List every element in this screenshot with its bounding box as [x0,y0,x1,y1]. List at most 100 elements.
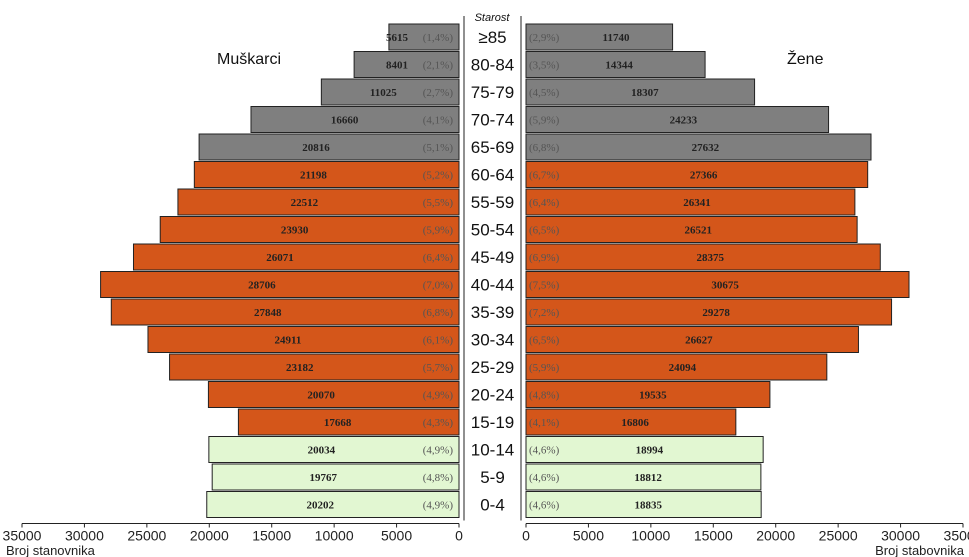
age-group-label: 35-39 [471,303,514,322]
right-tick-label: 15000 [694,528,733,544]
age-group-label: 75-79 [471,83,514,102]
female-bar [525,216,858,243]
female-bar [525,78,756,106]
male-bar [237,408,460,436]
axes-layer: 35000 35000 30000 30000 25000 25000 20000 20000… [3,16,969,544]
male-percent-label: (5,7%) [423,362,454,374]
female-bar [525,106,830,133]
male-value-label: 21198 [300,170,327,182]
age-group-label: 30-34 [471,331,514,350]
right-tick-label: 30000 [881,528,920,544]
age-group-label: 20-24 [471,386,514,405]
male-value-label: 20034 [308,445,336,457]
male-bar [198,133,460,161]
male-bar [206,491,460,518]
male-bar [193,161,460,188]
male-percent-label: (2,7%) [423,87,454,99]
age-labels-layer: ≥85 80-84 75-79 70-74 65-69 60-64 55-59 50-54 45… [471,28,514,515]
age-group-label: 10-14 [471,441,514,460]
male-bar [207,381,460,408]
female-value-label: 18307 [631,87,659,99]
male-label: Muškarci [217,51,281,68]
left-tick-label: 35000 [3,528,42,544]
female-value-label: 30675 [711,280,739,292]
female-value-label: 18835 [635,500,663,512]
female-value-label: 27632 [692,142,720,154]
male-bar [147,326,460,353]
female-percent-label: (4,8%) [529,390,560,402]
right-tick-label: 25000 [819,528,858,544]
left-tick-label: 15000 [252,528,291,544]
male-bar [250,106,460,133]
age-group-label: 55-59 [471,193,514,212]
male-percent-label: (5,9%) [423,225,454,237]
male-bar [211,463,460,491]
age-axis-title: Starost [475,12,511,24]
male-value-label: 5615 [386,32,409,44]
age-group-label: 50-54 [471,221,514,240]
age-group-label: 70-74 [471,111,514,130]
age-group-label: 15-19 [471,413,514,432]
right-tick-label: 20000 [756,528,795,544]
male-percent-label: (4,9%) [423,445,454,457]
male-value-label: 23182 [286,362,314,374]
female-value-label: 26341 [683,197,711,209]
left-tick-label: 30000 [65,528,104,544]
left-axis-label: Broj stanovnika [6,543,96,557]
male-value-label: 20816 [302,142,330,154]
female-percent-label: (4,6%) [529,445,560,457]
male-value-label: 22512 [291,197,319,209]
female-bar [525,326,859,353]
male-bar [353,51,460,78]
female-percent-label: (6,7%) [529,170,560,182]
male-value-label: 28706 [248,280,276,292]
male-percent-label: (5,5%) [423,197,454,209]
female-percent-label: (6,5%) [529,225,560,237]
male-value-label: 26071 [266,252,294,264]
female-bar [525,408,737,436]
male-percent-label: (6,1%) [423,335,454,347]
male-value-label: 17668 [324,417,352,429]
age-group-label: 5-9 [480,468,505,487]
male-percent-label: (7,0%) [423,280,454,292]
female-value-label: 11740 [603,32,630,44]
male-percent-label: (4,1%) [423,115,454,127]
age-group-label: 45-49 [471,248,514,267]
age-group-label: 40-44 [471,276,514,295]
female-bar [525,271,910,298]
female-percent-label: (6,4%) [529,197,560,209]
female-bar [525,353,828,381]
female-percent-label: (6,5%) [529,335,560,347]
female-percent-label: (5,9%) [529,115,560,127]
female-value-label: 28375 [696,252,724,264]
male-value-label: 27848 [254,307,282,319]
male-percent-label: (1,4%) [423,32,454,44]
female-bar [525,133,872,161]
female-bar [525,51,706,78]
male-percent-label: (4,9%) [423,500,454,512]
male-percent-label: (4,3%) [423,417,454,429]
male-bar [208,436,460,463]
female-bar [525,381,771,408]
male-bar [169,353,460,381]
female-bar [525,436,764,463]
male-value-label: 23930 [281,225,309,237]
male-value-label: 24911 [274,335,301,347]
right-tick-label: 5000 [573,528,604,544]
left-tick-label: 20000 [190,528,229,544]
female-percent-label: (5,9%) [529,362,560,374]
female-percent-label: (2,9%) [529,32,560,44]
female-value-label: 18812 [634,472,662,484]
age-group-label: 60-64 [471,166,514,185]
right-tick-label: 10000 [631,528,670,544]
female-bar [525,23,674,51]
age-group-label: ≥85 [478,28,506,47]
male-bar [388,23,460,51]
female-value-label: 14344 [605,60,633,72]
male-bar [177,188,460,216]
left-tick-label: 10000 [315,528,354,544]
female-value-label: 26627 [685,335,713,347]
female-bar [525,161,869,188]
female-label: Žene [787,49,824,68]
male-percent-label: (5,2%) [423,170,454,182]
